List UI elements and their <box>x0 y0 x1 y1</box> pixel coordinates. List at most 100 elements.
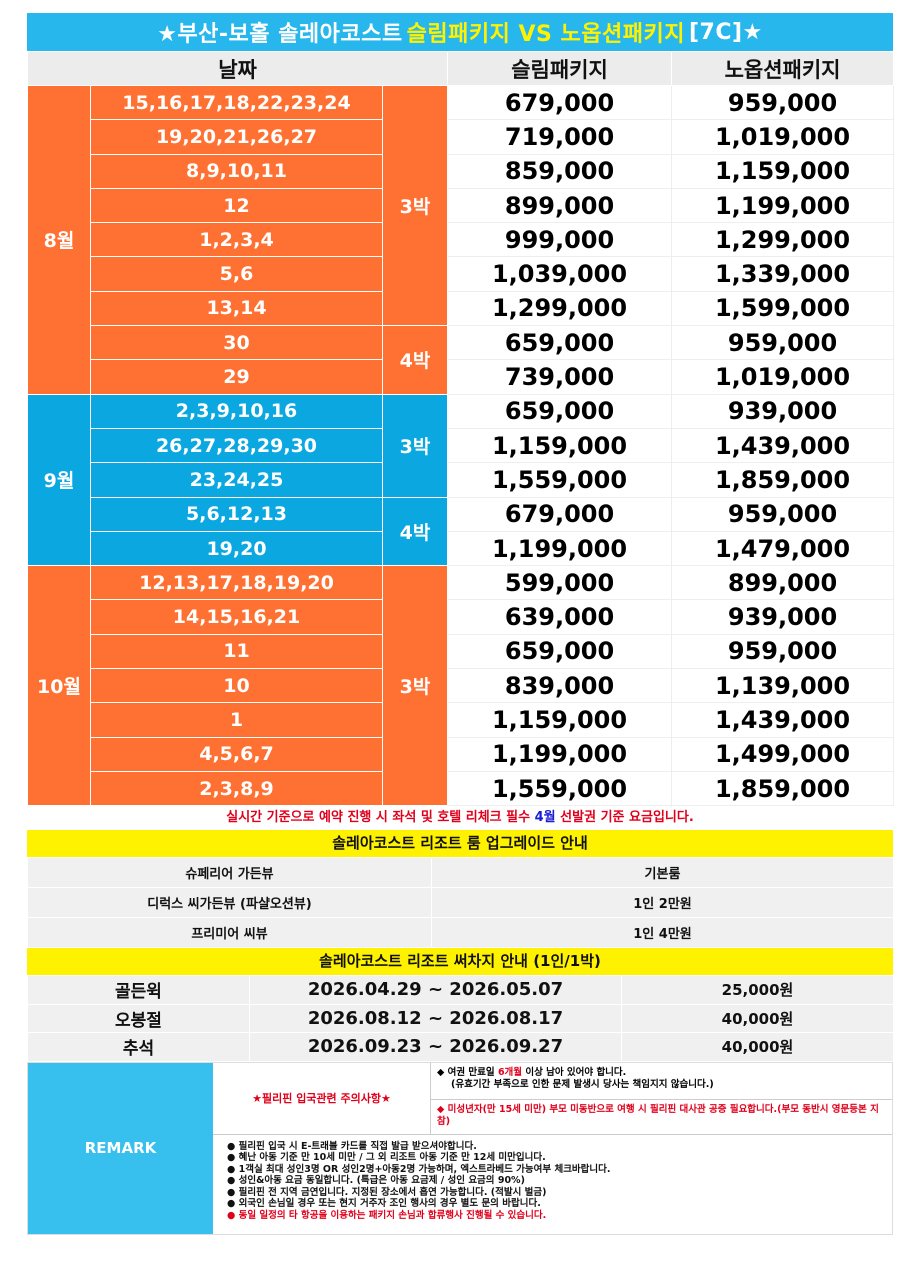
nights-cell: 3박 <box>381 565 449 807</box>
title-highlight: 슬림패키지 VS 노옵션패키지 <box>406 22 685 47</box>
dates-cell: 23,24,25 <box>90 462 383 498</box>
price-row: 14,15,16,21 639,000 939,000 <box>28 599 895 635</box>
dates-cell: 5,6 <box>90 256 383 292</box>
upgrade-price-cell: 기본룸 <box>431 857 894 889</box>
remark-notes: ◆ 여권 만료일 6개월 이상 남아 있어야 합니다. (유효기간 부족으로 인… <box>431 1063 892 1134</box>
header-slim: 슬림패키지 <box>447 51 673 86</box>
remark-list-item: 필리핀 입국 시 E-트래블 카드를 직접 발급 받으셔야합니다. <box>227 1141 878 1153</box>
notice-part1: 실시간 기준으로 예약 진행 시 좌석 및 호텔 리체크 필수 <box>226 810 535 826</box>
dates-cell: 12,13,17,18,19,20 <box>90 565 383 601</box>
price-row: 30 4박 659,000 959,000 <box>28 325 895 395</box>
dates-cell: 1 <box>90 702 383 738</box>
upgrade-room-cell: 디럭스 씨가든뷰 (파샬오션뷰) <box>27 887 432 919</box>
slim-price-cell: 899,000 <box>447 187 673 224</box>
dates-cell: 1,2,3,4 <box>90 222 383 258</box>
upgrade-table: 슈페리어 가든뷰 기본룸 디럭스 씨가든뷰 (파샬오션뷰) 1인 2만원 프리미어 씨뷰… <box>27 857 894 949</box>
surcharge-period-cell: 2026.09.23 ~ 2026.09.27 <box>249 1032 622 1062</box>
noopt-price-cell: 959,000 <box>671 496 895 532</box>
surcharge-price-cell: 40,000원 <box>621 1032 894 1062</box>
nights-cell: 4박 <box>381 496 449 567</box>
slim-price-cell: 1,159,000 <box>447 702 673 738</box>
noopt-price-cell: 1,479,000 <box>671 530 895 567</box>
noopt-price-cell: 1,439,000 <box>671 702 895 738</box>
remark-list-item: 외국인 손님일 경우 또는 현지 거주자 조인 행사의 경우 별도 문의 바랍니… <box>227 1198 878 1210</box>
price-row: 5,6,12,13 4박 679,000 959,000 <box>28 496 895 567</box>
title-prefix: ★부산-보홀 솔레아코스트 <box>157 22 403 47</box>
remark-list-item: 동일 일정의 타 항공을 이용하는 패키지 손님과 합류행사 진행될 수 있습니… <box>227 1210 878 1222</box>
noopt-price-cell: 1,199,000 <box>671 187 895 224</box>
slim-price-cell: 739,000 <box>447 359 673 395</box>
noopt-price-cell: 939,000 <box>671 393 895 429</box>
surcharge-title: 솔레아코스트 리조트 써차지 안내 (1인/1박) <box>27 948 893 976</box>
dates-cell: 5,6,12,13 <box>90 496 383 532</box>
surcharge-row: 골든윅 2026.04.29 ~ 2026.05.07 25,000원 <box>27 975 894 1005</box>
surcharge-period-cell: 2026.08.12 ~ 2026.08.17 <box>249 1003 622 1034</box>
nights-cell: 3박 <box>381 84 449 327</box>
noopt-price-cell: 939,000 <box>671 599 895 635</box>
price-row: 23,24,25 1,559,000 1,859,000 <box>28 462 895 498</box>
notice-text: 실시간 기준으로 예약 진행 시 좌석 및 호텔 리체크 필수 4월 선발권 기… <box>27 806 893 830</box>
dates-cell: 10 <box>90 668 383 704</box>
header-date: 날짜 <box>26 51 449 86</box>
upgrade-room-cell: 프리미어 씨뷰 <box>27 917 432 949</box>
dates-cell: 4,5,6,7 <box>90 736 383 772</box>
price-row: 19,20 1,199,000 1,479,000 <box>28 530 895 567</box>
dates-cell: 13,14 <box>90 290 383 327</box>
title-suffix: [7C]★ <box>688 19 763 45</box>
price-table: 날짜 슬림패키지 노옵션패키지 8월 15,16,17,18,22,23,24 3박… <box>26 51 895 807</box>
document: ★부산-보홀 솔레아코스트 슬림패키지 VS 노옵션패키지 [7C]★ 날짜 슬… <box>26 13 895 1235</box>
slim-price-cell: 639,000 <box>447 599 673 635</box>
price-table-header: 날짜 슬림패키지 노옵션패키지 <box>26 51 895 86</box>
dates-cell: 26,27,28,29,30 <box>90 427 383 464</box>
remark-list-item: 1객실 최대 성인3명 OR 성인2명+아동2명 가능하며, 엑스트라베드 가능… <box>227 1164 878 1176</box>
slim-price-cell: 1,039,000 <box>447 256 673 292</box>
dates-cell: 30 <box>90 325 383 361</box>
price-row: 26,27,28,29,30 1,159,000 1,439,000 <box>28 427 895 464</box>
noopt-price-cell: 1,019,000 <box>671 359 895 395</box>
slim-price-cell: 1,559,000 <box>447 770 673 807</box>
remark-title: ★필리핀 입국관련 주의사항★ <box>213 1062 431 1134</box>
month-cell: 8월 <box>27 85 91 395</box>
notice-part3: 선발권 기준 요금입니다. <box>555 810 694 826</box>
price-row: 1 1,159,000 1,439,000 <box>28 702 895 738</box>
slim-price-cell: 839,000 <box>447 668 673 704</box>
slim-price-cell: 599,000 <box>447 565 673 601</box>
dates-cell: 2,3,9,10,16 <box>90 393 383 429</box>
price-row: 1,2,3,4 999,000 1,299,000 <box>28 222 895 258</box>
upgrade-price-cell: 1인 4만원 <box>431 917 894 949</box>
slim-price-cell: 1,159,000 <box>447 427 673 464</box>
price-row: 4,5,6,7 1,199,000 1,499,000 <box>28 736 895 772</box>
slim-price-cell: 659,000 <box>447 633 673 670</box>
noopt-price-cell: 1,499,000 <box>671 736 895 772</box>
remark-top: ★필리핀 입국관련 주의사항★ ◆ 여권 만료일 6개월 이상 남아 있어야 합… <box>213 1062 892 1135</box>
noopt-price-cell: 1,159,000 <box>671 153 895 189</box>
month-cell: 10월 <box>27 565 91 807</box>
slim-price-cell: 659,000 <box>447 393 673 429</box>
slim-price-cell: 1,199,000 <box>447 736 673 772</box>
price-row: 8,9,10,11 859,000 1,159,000 <box>28 153 895 189</box>
slim-price-cell: 859,000 <box>447 153 673 189</box>
surcharge-name-cell: 추석 <box>27 1032 250 1062</box>
slim-price-cell: 679,000 <box>447 84 673 121</box>
noopt-price-cell: 1,299,000 <box>671 222 895 258</box>
upgrade-row: 디럭스 씨가든뷰 (파샬오션뷰) 1인 2만원 <box>27 887 894 919</box>
remark-label: REMARK <box>28 1062 213 1234</box>
surcharge-period-cell: 2026.04.29 ~ 2026.05.07 <box>249 975 622 1005</box>
noopt-price-cell: 1,439,000 <box>671 427 895 464</box>
dates-cell: 2,3,8,9 <box>90 770 383 807</box>
noopt-price-cell: 1,859,000 <box>671 770 895 807</box>
surcharge-price-cell: 40,000원 <box>621 1003 894 1034</box>
passport-note-months: 6개월 <box>497 1066 523 1078</box>
surcharge-name-cell: 골든윅 <box>27 975 250 1005</box>
dates-cell: 12 <box>90 187 383 224</box>
minor-note: ◆ 미성년자(만 15세 미만) 부모 미동반으로 여행 시 필리핀 대사관 공… <box>431 1098 892 1135</box>
upgrade-price-cell: 1인 2만원 <box>431 887 894 919</box>
price-row: 10 839,000 1,139,000 <box>28 668 895 704</box>
price-row: 9월 2,3,9,10,16 3박 659,000 939,000 <box>27 393 895 567</box>
price-row: 2,3,8,9 1,559,000 1,859,000 <box>28 770 895 807</box>
passport-note-a: ◆ 여권 만료일 <box>437 1066 498 1078</box>
remark-list: 필리핀 입국 시 E-트래블 카드를 직접 발급 받으셔야합니다.혜난 아동 기… <box>213 1135 892 1234</box>
surcharge-row: 추석 2026.09.23 ~ 2026.09.27 40,000원 <box>27 1032 894 1062</box>
noopt-price-cell: 959,000 <box>671 84 895 121</box>
slim-price-cell: 999,000 <box>447 222 673 258</box>
